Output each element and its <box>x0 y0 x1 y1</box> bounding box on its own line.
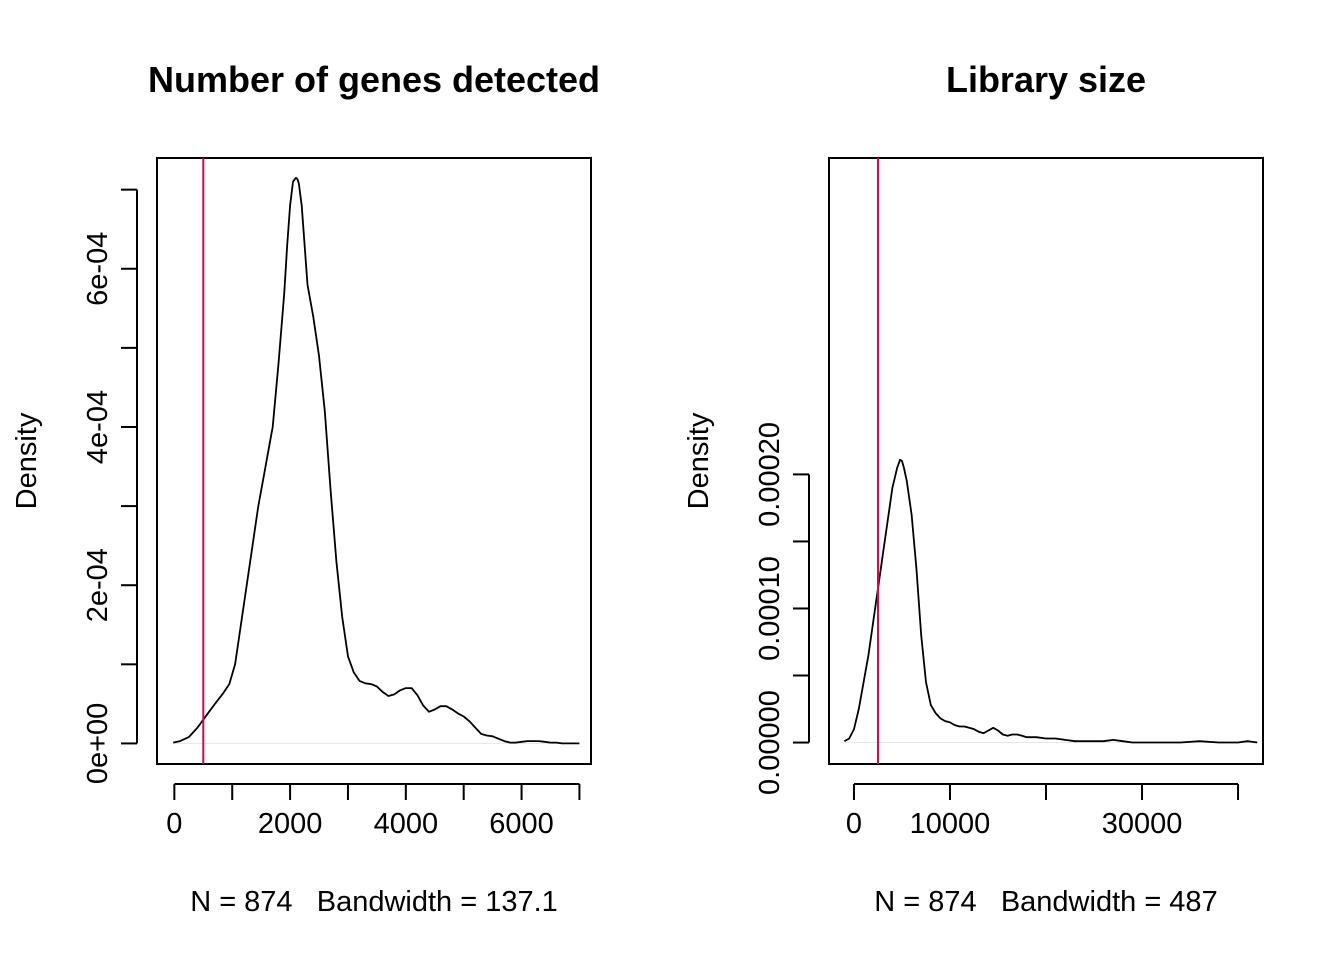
x-tick-label: 4000 <box>374 808 439 840</box>
y-tick-label: 0e+00 <box>82 703 114 784</box>
y-axis-label: Density <box>683 412 715 509</box>
x-tick-label: 30000 <box>1102 808 1183 840</box>
x-tick-label: 0 <box>846 808 862 840</box>
chart-title: Library size <box>946 59 1146 100</box>
y-axis-label: Density <box>11 412 43 509</box>
x-tick-label: 2000 <box>258 808 323 840</box>
x-tick-label: 0 <box>166 808 182 840</box>
plot-area: 0 2000 4000 6000 0e+00 2e-04 4e-04 6e-04 <box>82 158 581 840</box>
chart-title: Number of genes detected <box>148 59 600 100</box>
x-axis-label: N = 874 Bandwidth = 487 <box>874 886 1217 918</box>
y-tick-label: 0.00020 <box>754 422 786 527</box>
y-tick-label: 4e-04 <box>82 390 114 464</box>
density-plot-genes-detected: Number of genes detected Density N = 874… <box>11 59 600 918</box>
x-axis-label: N = 874 Bandwidth = 137.1 <box>190 886 558 918</box>
x-tick-label: 10000 <box>910 808 991 840</box>
plot-frame <box>828 157 1264 765</box>
plot-area: 0 10000 30000 0.00000 0.00010 0.00020 <box>754 158 1258 840</box>
density-curve <box>843 458 1258 744</box>
y-tick-label: 6e-04 <box>82 232 114 306</box>
x-tick-label: 6000 <box>489 808 554 840</box>
density-plot-library-size: Library size Density N = 874 Bandwidth =… <box>683 59 1264 918</box>
y-tick-label: 0.00010 <box>754 556 786 661</box>
y-tick-label: 0.00000 <box>754 690 786 795</box>
y-tick-label: 2e-04 <box>82 548 114 622</box>
density-curve <box>173 176 580 745</box>
plot-frame <box>156 157 592 765</box>
